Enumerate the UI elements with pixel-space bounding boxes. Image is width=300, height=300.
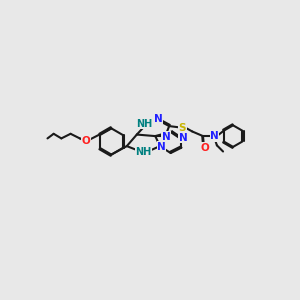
Text: N: N [154, 114, 163, 124]
Text: N: N [178, 133, 188, 142]
Text: N: N [210, 131, 219, 141]
Text: N: N [157, 142, 166, 152]
Text: N: N [162, 132, 170, 142]
Text: NH: NH [136, 119, 153, 129]
Text: S: S [178, 123, 186, 133]
Text: O: O [82, 136, 90, 146]
Text: O: O [200, 143, 209, 153]
Text: NH: NH [136, 147, 152, 157]
